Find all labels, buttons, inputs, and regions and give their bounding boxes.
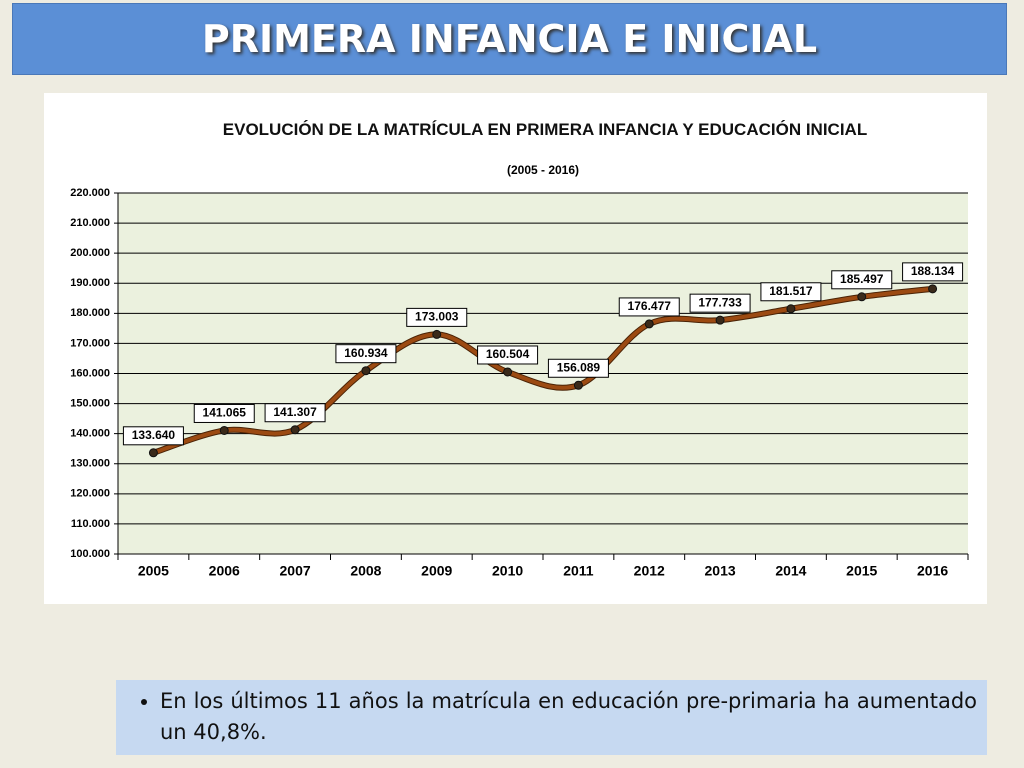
y-tick-label: 140.000 (70, 428, 110, 440)
x-tick-label: 2011 (563, 563, 594, 579)
y-tick-label: 170.000 (70, 337, 110, 349)
y-tick-label: 130.000 (70, 458, 110, 470)
data-label-box (406, 307, 468, 327)
y-tick-label: 200.000 (70, 247, 110, 259)
bullet-text: En los últimos 11 años la matrícula en e… (160, 686, 977, 748)
data-label: 188.134 (911, 264, 955, 278)
y-tick-label: 210.000 (70, 217, 110, 229)
x-tick-label: 2010 (492, 563, 523, 579)
marker (644, 319, 654, 329)
x-tick-label: 2014 (775, 563, 806, 579)
data-label-box (831, 270, 893, 290)
x-tick-label: 2009 (421, 563, 452, 579)
slide-title: PRIMERA INFANCIA E INICIAL (12, 3, 1007, 75)
marker (928, 284, 938, 294)
y-tick-label: 220.000 (70, 187, 110, 199)
data-label-box (477, 345, 539, 365)
x-tick-label: 2006 (209, 563, 240, 579)
data-label-box (902, 262, 964, 282)
marker (715, 315, 725, 325)
data-label: 156.089 (557, 360, 601, 374)
data-label: 173.003 (415, 310, 459, 324)
x-tick-label: 2007 (280, 563, 311, 579)
data-label-box (264, 403, 326, 423)
y-tick-label: 180.000 (70, 307, 110, 319)
y-tick-label: 160.000 (70, 367, 110, 379)
bullet-box: En los últimos 11 años la matrícula en e… (116, 680, 987, 755)
marker (290, 425, 300, 435)
y-tick-label: 110.000 (71, 518, 110, 530)
data-label-box (689, 293, 751, 313)
data-label: 160.934 (344, 346, 388, 360)
x-tick-label: 2008 (350, 563, 381, 579)
x-tick-label: 2013 (705, 563, 736, 579)
x-tick-label: 2012 (634, 563, 665, 579)
marker (786, 304, 796, 314)
marker (219, 425, 229, 435)
marker (432, 329, 442, 339)
y-tick-label: 150.000 (70, 397, 110, 409)
data-label-box (122, 426, 184, 446)
data-label-box (760, 282, 822, 302)
data-label: 133.640 (132, 428, 176, 442)
marker (573, 380, 583, 390)
marker (857, 292, 867, 302)
x-tick-label: 2015 (846, 563, 877, 579)
data-label-box (547, 358, 609, 378)
y-tick-label: 190.000 (70, 277, 110, 289)
data-label: 177.733 (698, 295, 742, 309)
marker (503, 367, 513, 377)
data-label: 141.065 (203, 406, 247, 420)
data-label: 176.477 (628, 299, 672, 313)
data-label: 141.307 (273, 405, 317, 419)
chart-subtitle: (2005 - 2016) (507, 163, 579, 177)
y-tick-label: 120.000 (70, 488, 110, 500)
y-tick-label: 100.000 (70, 548, 110, 560)
marker (148, 448, 158, 458)
data-label-box (335, 344, 397, 364)
x-tick-label: 2016 (917, 563, 948, 579)
data-label-box (193, 403, 255, 423)
data-label: 185.497 (840, 272, 884, 286)
marker (361, 366, 371, 376)
data-label-box (618, 297, 680, 317)
x-tick-label: 2005 (138, 563, 169, 579)
data-label: 160.504 (486, 347, 530, 361)
data-label: 181.517 (769, 284, 813, 298)
chart-title: EVOLUCIÓN DE LA MATRÍCULA EN PRIMERA INF… (222, 120, 868, 139)
